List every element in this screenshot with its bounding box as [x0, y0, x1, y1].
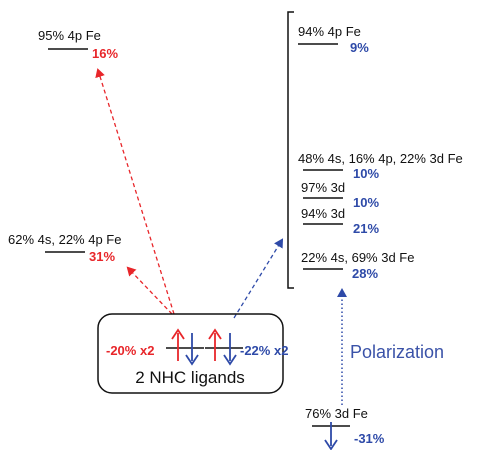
- left-level-4p-label: 95% 4p Fe: [38, 28, 101, 43]
- left-level-4s4p: 62% 4s, 22% 4p Fe 31%: [8, 232, 121, 264]
- red-arrow-to-4p: [95, 68, 175, 315]
- right-level-mixed: 48% 4s, 16% 4p, 22% 3d Fe 10%: [298, 151, 463, 181]
- right-level-4p-percent: 9%: [350, 40, 369, 55]
- left-level-4s4p-percent: 31%: [89, 249, 115, 264]
- bottom-level-3d-percent: -31%: [354, 431, 385, 446]
- ligand-right-percent: -22% x2: [240, 343, 288, 358]
- ligand-left-percent: -20% x2: [106, 343, 154, 358]
- left-level-4p-percent: 16%: [92, 46, 118, 61]
- ligand-box-title: 2 NHC ligands: [135, 368, 245, 387]
- spin-up-arrow-icon: [171, 328, 185, 361]
- right-level-3d-97-percent: 10%: [353, 195, 379, 210]
- right-level-4s3d-label: 22% 4s, 69% 3d Fe: [301, 250, 414, 265]
- right-level-4p: 94% 4p Fe 9%: [298, 24, 369, 55]
- right-level-3d-97: 97% 3d 10%: [301, 180, 379, 210]
- right-level-3d-97-label: 97% 3d: [301, 180, 345, 195]
- blue-arrow-to-bracket: [233, 238, 284, 319]
- ligand-box: -20% x2 -22% x2 2 NHC ligands: [97, 313, 288, 394]
- right-levels-bracket: [287, 11, 294, 289]
- right-level-3d-94: 94% 3d 21%: [301, 206, 379, 236]
- spin-down-arrow-icon: [223, 333, 237, 366]
- right-level-mixed-percent: 10%: [353, 166, 379, 181]
- spin-down-arrow-icon: [324, 422, 338, 450]
- right-level-mixed-label: 48% 4s, 16% 4p, 22% 3d Fe: [298, 151, 463, 166]
- right-level-3d-94-label: 94% 3d: [301, 206, 345, 221]
- red-arrow-to-4s4p: [126, 266, 173, 315]
- bottom-level-3d-label: 76% 3d Fe: [305, 406, 368, 421]
- right-level-4s3d: 22% 4s, 69% 3d Fe 28%: [301, 250, 414, 281]
- left-level-4p: 95% 4p Fe 16%: [38, 28, 118, 61]
- ligand-box-frame: [97, 313, 284, 394]
- spin-down-arrow-icon: [185, 333, 199, 366]
- left-level-4s4p-label: 62% 4s, 22% 4p Fe: [8, 232, 121, 247]
- spin-up-arrow-icon: [208, 328, 222, 361]
- bottom-level-3d: 76% 3d Fe -31%: [305, 406, 385, 450]
- polarization-label: Polarization: [350, 342, 444, 362]
- right-level-3d-94-percent: 21%: [353, 221, 379, 236]
- right-level-4s3d-percent: 28%: [352, 266, 378, 281]
- right-level-4p-label: 94% 4p Fe: [298, 24, 361, 39]
